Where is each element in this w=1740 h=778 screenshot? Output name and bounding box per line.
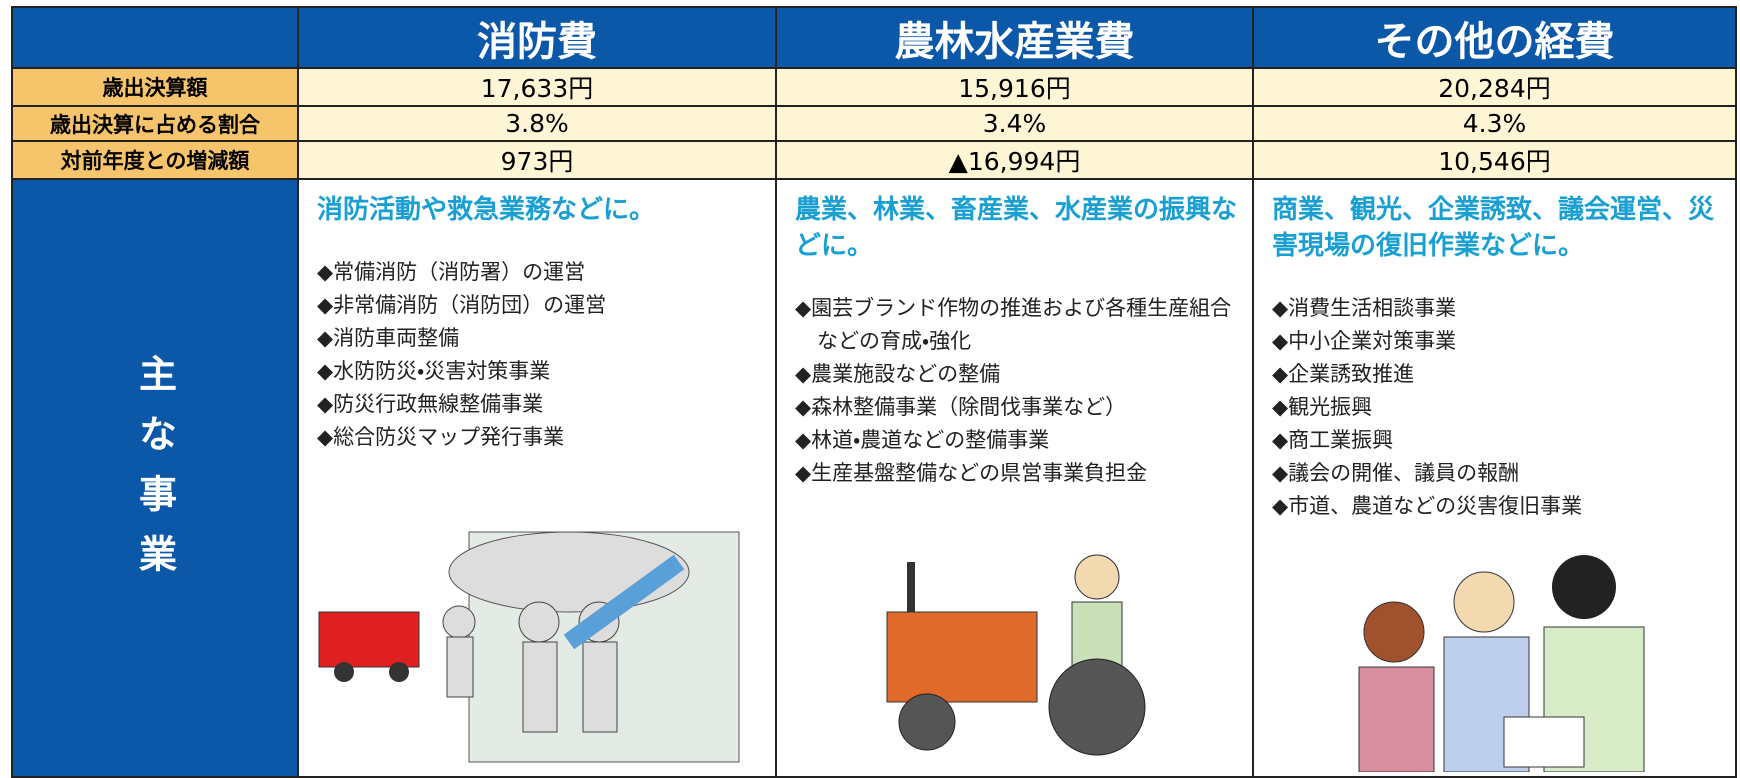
project-item: ◆水防防災・災害対策事業 — [317, 359, 551, 383]
cell: 17,633円 — [297, 67, 777, 107]
projects-row: 主な事業 消防活動や救急業務などに。 ◆常備消防（消防署）の運営 ◆非常備消防（消防… — [11, 178, 1737, 778]
headline: 商業、観光、企業誘致、議会運営、災害現場の復旧作業などに。 — [1272, 195, 1715, 261]
cell: 3.4% — [775, 105, 1254, 142]
cell: 4.3% — [1252, 105, 1737, 142]
project-item: ◆生産基盤整備などの県営事業負担金 — [795, 461, 1148, 485]
cell: ▲16,994円 — [775, 140, 1254, 180]
data-row: 対前年度との増減額 973円 ▲16,994円 10,546円 — [11, 140, 1737, 180]
data-row: 歳出決算に占める割合 3.8% 3.4% 4.3% — [11, 105, 1737, 142]
project-item: ◆企業誘致推進 — [1272, 362, 1415, 386]
column-header: 消防費 — [297, 6, 777, 69]
project-item: ◆消費生活相談事業 — [1272, 296, 1457, 320]
cell: 3.8% — [297, 105, 777, 142]
projects-label-cell: 主な事業 — [11, 178, 299, 778]
column-header: その他の経費 — [1252, 6, 1737, 69]
project-item: ◆中小企業対策事業 — [1272, 329, 1457, 353]
cell: 20,284円 — [1252, 67, 1737, 107]
data-row: 歳出決算額 17,633円 15,916円 20,284円 — [11, 67, 1737, 107]
row-label: 対前年度との増減額 — [11, 140, 299, 180]
projects-cell: 商業、観光、企業誘致、議会運営、災害現場の復旧作業などに。 ◆消費生活相談事業 ◆中… — [1252, 178, 1737, 778]
row-label: 歳出決算額 — [11, 67, 299, 107]
project-item: ◆市道、農道などの災害復旧事業 — [1272, 494, 1583, 518]
cell: 15,916円 — [775, 67, 1254, 107]
project-item: ◆防災行政無線整備事業 — [317, 392, 544, 416]
projects-label: 主な事業 — [132, 353, 177, 594]
project-item: ◆森林整備事業（除間伐事業など） — [795, 395, 1127, 419]
column-header: 農林水産業費 — [775, 6, 1254, 69]
project-item: ◆観光振興 — [1272, 395, 1373, 419]
headline: 消防活動や救急業務などに。 — [317, 195, 656, 225]
cell: 10,546円 — [1252, 140, 1737, 180]
projects-cell: 消防活動や救急業務などに。 ◆常備消防（消防署）の運営 ◆非常備消防（消防団）の運営… — [297, 178, 777, 778]
firefighting-illustration — [318, 531, 740, 763]
project-item: ◆農業施設などの整備 — [795, 362, 1001, 386]
tractor-illustration — [886, 554, 1146, 756]
budget-table: 消防費 農林水産業費 その他の経費 歳出決算額 17,633円 15,916円 20,… — [11, 6, 1737, 778]
project-item: ◆常備消防（消防署）の運営 — [317, 260, 586, 284]
project-item: ◆議会の開催、議員の報酬 — [1272, 461, 1520, 485]
project-item: ◆消防車両整備 — [317, 326, 460, 350]
project-item: ◆商工業振興 — [1272, 428, 1394, 452]
row-label: 歳出決算に占める割合 — [11, 105, 299, 142]
project-item: ◆林道・農道などの整備事業 — [795, 428, 1050, 452]
project-item: ◆園芸ブランド作物の推進および各種生産組合などの育成・強化 — [795, 296, 1232, 353]
project-item: ◆総合防災マップ発行事業 — [317, 425, 565, 449]
projects-cell: 農業、林業、畜産業、水産業の振興などに。 ◆園芸ブランド作物の推進および各種生産組… — [775, 178, 1254, 778]
consultation-illustration — [1358, 555, 1645, 772]
header-row: 消防費 農林水産業費 その他の経費 — [11, 6, 1737, 69]
project-item: ◆非常備消防（消防団）の運営 — [317, 293, 607, 317]
corner-cell — [11, 6, 299, 69]
headline: 農業、林業、畜産業、水産業の振興などに。 — [795, 195, 1238, 261]
cell: 973円 — [297, 140, 777, 180]
